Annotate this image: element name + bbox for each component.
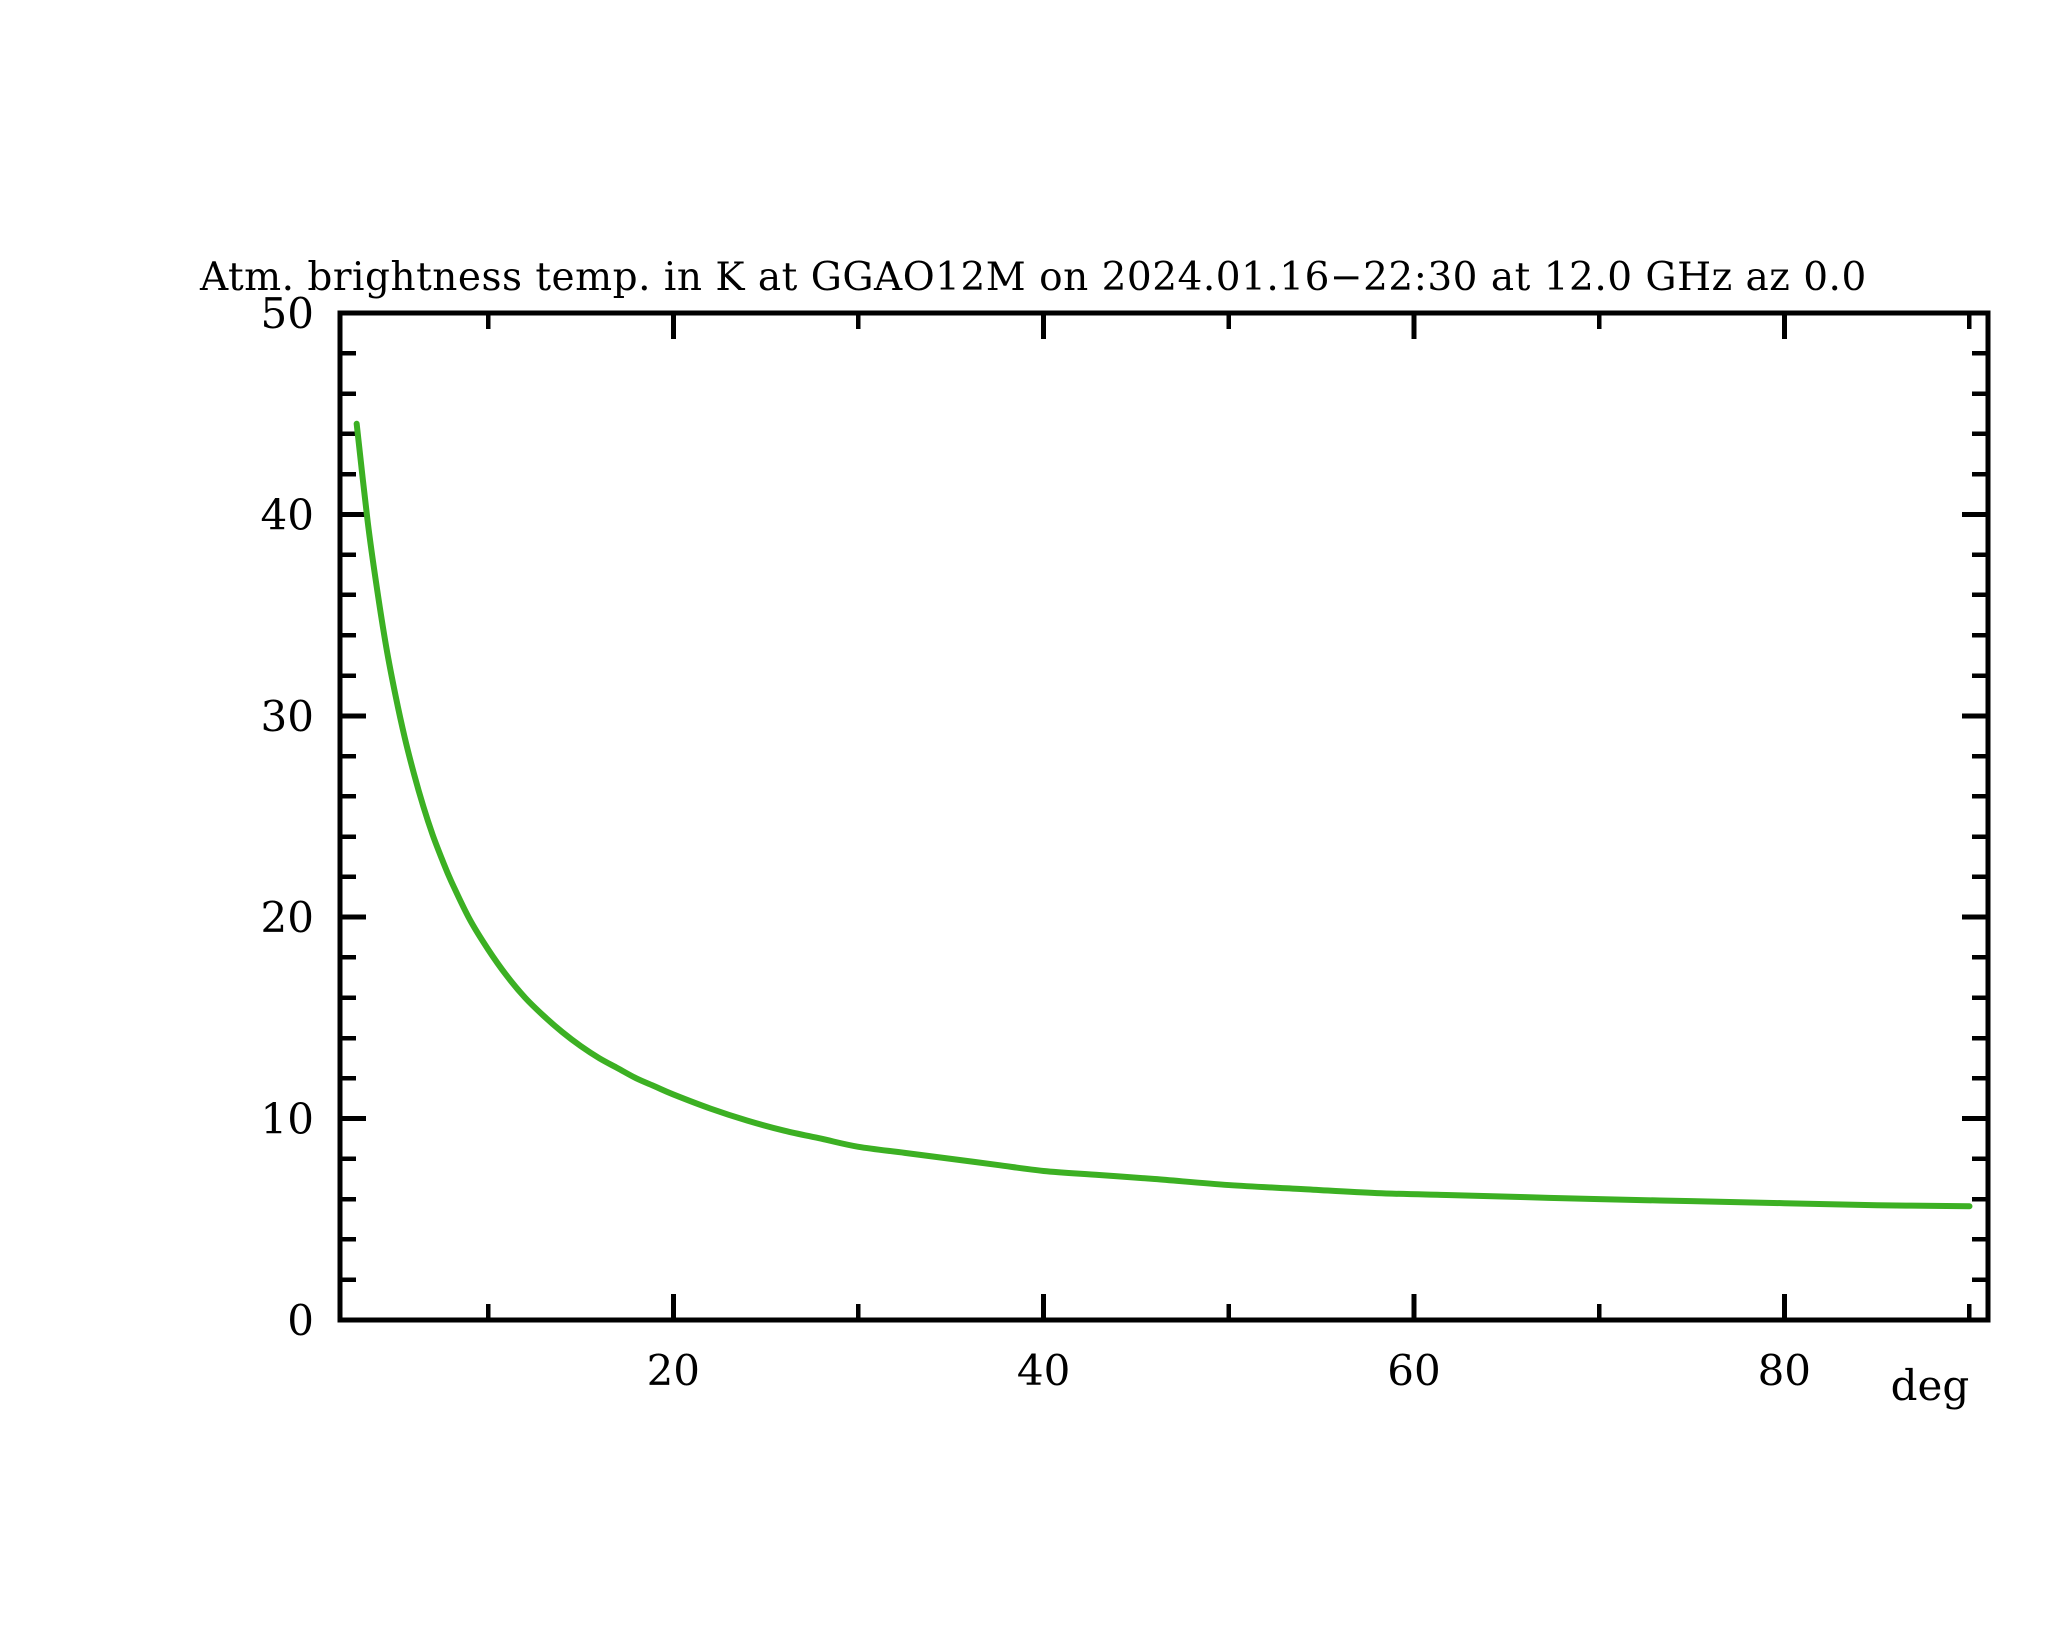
- y-tick-label: 10: [261, 1095, 314, 1144]
- chart-title: Atm. brightness temp. in K at GGAO12M on…: [199, 255, 1867, 300]
- y-tick-label: 50: [261, 289, 314, 338]
- series-line-atm-brightness-temp: [353, 420, 1973, 1210]
- y-tick-label: 0: [287, 1296, 314, 1345]
- axis-box: [337, 310, 1991, 1323]
- x-tick-label: 20: [647, 1346, 700, 1395]
- plot-axes-frame: [337, 310, 1991, 1323]
- x-axis-tick-labels: 20 40 60 80: [647, 1346, 1811, 1395]
- y-tick-label: 30: [261, 692, 314, 741]
- data-series-group: [353, 420, 1973, 1210]
- x-tick-label: 80: [1758, 1346, 1811, 1395]
- y-tick-label: 20: [261, 893, 314, 942]
- y-tick-label: 40: [261, 490, 314, 539]
- y-axis-ticks: [340, 351, 1988, 1282]
- x-tick-label: 60: [1387, 1346, 1440, 1395]
- x-tick-label: 40: [1017, 1346, 1070, 1395]
- y-axis-tick-labels: 0 10 20 30 40 50: [261, 289, 314, 1345]
- x-axis-label: deg: [1891, 1361, 1970, 1410]
- x-axis-ticks: [485, 313, 1972, 1320]
